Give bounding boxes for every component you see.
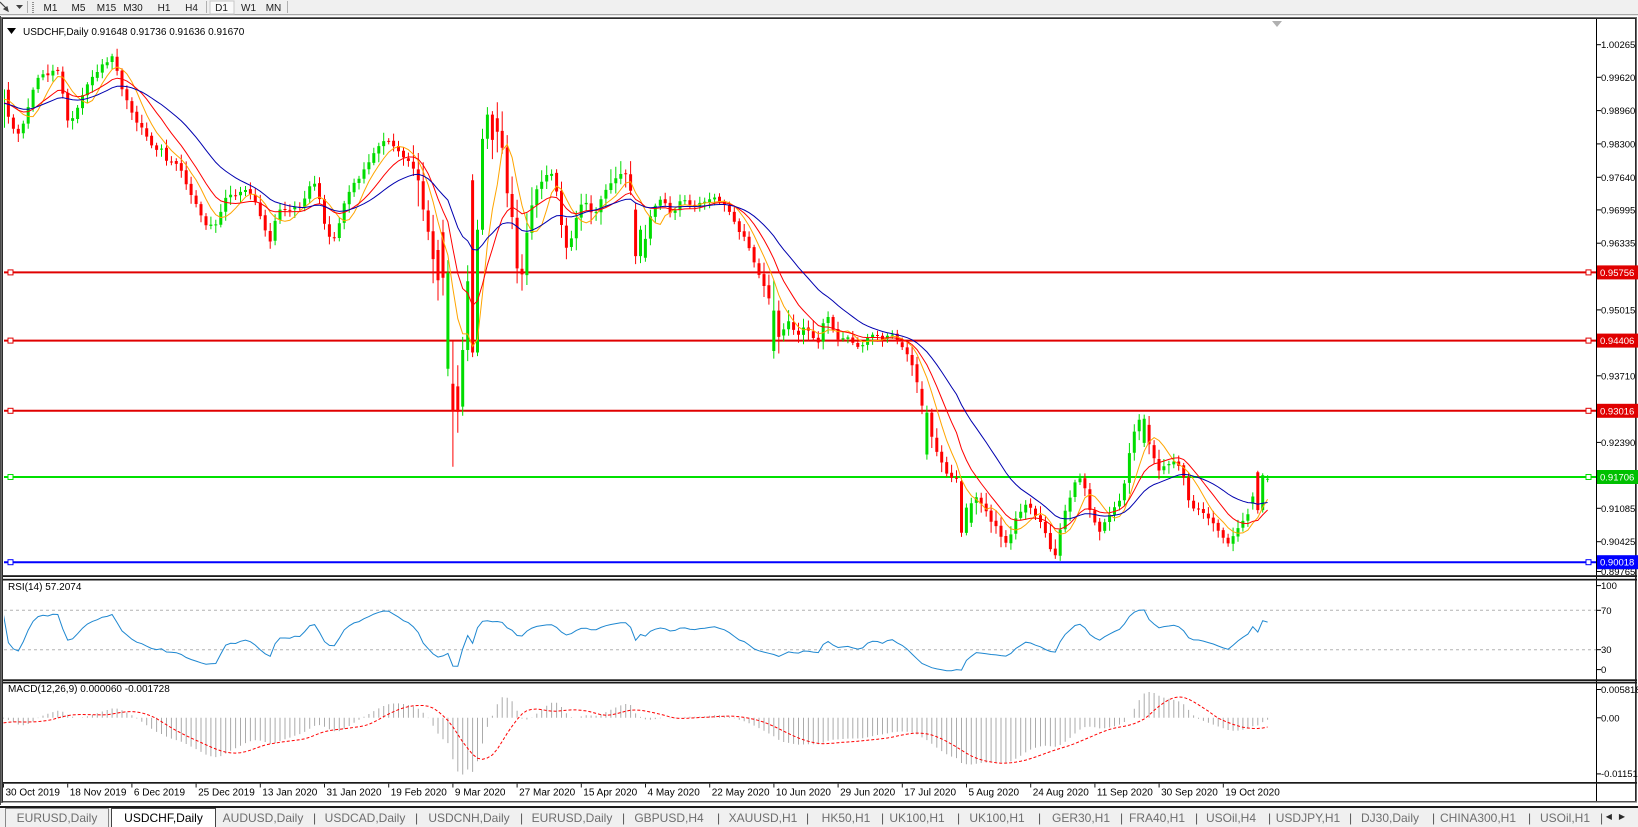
svg-text:M5: M5 xyxy=(72,3,86,14)
svg-text:27 Mar 2020: 27 Mar 2020 xyxy=(519,788,576,799)
svg-text:30 Oct 2019: 30 Oct 2019 xyxy=(6,788,61,799)
svg-text:0.99620: 0.99620 xyxy=(1601,73,1635,84)
svg-text:9 Mar 2020: 9 Mar 2020 xyxy=(455,788,506,799)
svg-text:19 Oct 2020: 19 Oct 2020 xyxy=(1225,788,1280,799)
svg-text:0.93710: 0.93710 xyxy=(1601,371,1635,382)
svg-text:30: 30 xyxy=(1601,645,1612,656)
svg-text:22 May 2020: 22 May 2020 xyxy=(712,788,770,799)
svg-text:24 Aug 2020: 24 Aug 2020 xyxy=(1033,788,1090,799)
svg-text:19 Feb 2020: 19 Feb 2020 xyxy=(391,788,448,799)
svg-text:29 Jun 2020: 29 Jun 2020 xyxy=(840,788,895,799)
svg-text:0.96335: 0.96335 xyxy=(1601,239,1635,250)
svg-text:0.005818: 0.005818 xyxy=(1601,685,1638,696)
svg-text:1.00265: 1.00265 xyxy=(1601,40,1635,51)
svg-text:-0.011514: -0.011514 xyxy=(1601,769,1638,780)
svg-text:0.90018: 0.90018 xyxy=(1600,558,1634,569)
svg-text:0.94406: 0.94406 xyxy=(1600,336,1634,347)
svg-text:0.91085: 0.91085 xyxy=(1601,504,1635,515)
svg-text:H4: H4 xyxy=(185,3,198,14)
svg-text:W1: W1 xyxy=(241,3,256,14)
svg-text:0.91706: 0.91706 xyxy=(1600,473,1634,484)
svg-text:30 Sep 2020: 30 Sep 2020 xyxy=(1161,788,1218,799)
svg-text:0.98960: 0.98960 xyxy=(1601,106,1635,117)
svg-text:10 Jun 2020: 10 Jun 2020 xyxy=(776,788,831,799)
svg-text:0.00: 0.00 xyxy=(1601,713,1620,724)
svg-text:M1: M1 xyxy=(44,3,58,14)
svg-text:USDCHF,Daily 0.91648 0.91736: USDCHF,Daily 0.91648 0.91736 0.91636 0.9… xyxy=(23,27,245,38)
svg-text:18 Nov 2019: 18 Nov 2019 xyxy=(70,788,127,799)
svg-text:15 Apr 2020: 15 Apr 2020 xyxy=(583,788,637,799)
svg-text:M15: M15 xyxy=(97,3,117,14)
svg-text:0.95015: 0.95015 xyxy=(1601,305,1635,316)
svg-text:0.98300: 0.98300 xyxy=(1601,139,1635,150)
svg-text:0.90425: 0.90425 xyxy=(1601,537,1635,548)
svg-text:MACD(12,26,9) 0.000060 -0.0017: MACD(12,26,9) 0.000060 -0.001728 xyxy=(8,684,170,695)
svg-text:H1: H1 xyxy=(158,3,171,14)
svg-text:RSI(14) 57.2074: RSI(14) 57.2074 xyxy=(8,582,82,593)
svg-text:5 Aug 2020: 5 Aug 2020 xyxy=(969,788,1020,799)
svg-text:0.96995: 0.96995 xyxy=(1601,205,1635,216)
svg-text:31 Jan 2020: 31 Jan 2020 xyxy=(327,788,382,799)
svg-text:0.93016: 0.93016 xyxy=(1600,406,1634,417)
svg-text:0: 0 xyxy=(1601,665,1606,676)
svg-text:13 Jan 2020: 13 Jan 2020 xyxy=(262,788,317,799)
svg-text:D1: D1 xyxy=(215,3,228,14)
svg-text:0.89765: 0.89765 xyxy=(1601,567,1635,578)
svg-text:M30: M30 xyxy=(123,3,143,14)
svg-text:0.97640: 0.97640 xyxy=(1601,173,1635,184)
svg-text:70: 70 xyxy=(1601,606,1612,617)
svg-text:17 Jul 2020: 17 Jul 2020 xyxy=(904,788,956,799)
svg-text:25 Dec 2019: 25 Dec 2019 xyxy=(198,788,255,799)
svg-text:100: 100 xyxy=(1601,581,1617,592)
svg-text:11 Sep 2020: 11 Sep 2020 xyxy=(1097,788,1153,799)
svg-text:4 May 2020: 4 May 2020 xyxy=(648,788,701,799)
svg-text:6 Dec 2019: 6 Dec 2019 xyxy=(134,788,186,799)
svg-text:0.95756: 0.95756 xyxy=(1600,268,1634,279)
svg-text:MN: MN xyxy=(266,3,282,14)
svg-text:0.92390: 0.92390 xyxy=(1601,438,1635,449)
